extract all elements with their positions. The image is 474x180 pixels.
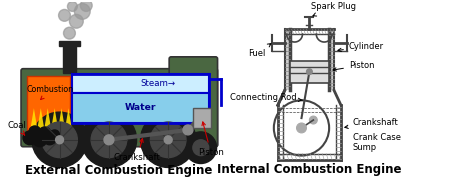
Polygon shape [51, 108, 59, 132]
Text: Fuel: Fuel [248, 44, 271, 58]
Text: Steam→: Steam→ [141, 79, 176, 88]
Circle shape [32, 112, 87, 167]
Polygon shape [37, 108, 45, 132]
Circle shape [297, 123, 306, 133]
Text: Combustion: Combustion [27, 85, 74, 100]
Text: Water: Water [125, 103, 156, 112]
Circle shape [64, 27, 75, 39]
Circle shape [33, 133, 47, 147]
Text: External Combustion Engine: External Combustion Engine [25, 164, 212, 177]
Bar [193, 108, 210, 128]
Circle shape [310, 116, 317, 124]
Circle shape [80, 0, 92, 11]
Circle shape [43, 131, 56, 145]
Bar [63, 43, 76, 73]
Text: Piston: Piston [333, 61, 374, 71]
Bar [285, 29, 290, 90]
Polygon shape [64, 108, 73, 132]
Circle shape [164, 136, 172, 144]
Circle shape [23, 131, 37, 145]
Circle shape [140, 112, 196, 167]
Text: Coal: Coal [7, 121, 26, 135]
Text: Crankshaft: Crankshaft [345, 118, 399, 129]
Polygon shape [30, 108, 38, 132]
Circle shape [81, 112, 137, 167]
Circle shape [50, 130, 60, 140]
Text: Spark Plug: Spark Plug [311, 3, 356, 16]
FancyBboxPatch shape [169, 57, 218, 147]
Polygon shape [44, 108, 52, 132]
Text: Connecting Rod: Connecting Rod [230, 93, 302, 102]
Text: Crankshaft: Crankshaft [114, 139, 161, 162]
Bar [73, 74, 209, 93]
Text: Crank Case: Crank Case [353, 133, 401, 142]
Text: Sump: Sump [353, 143, 377, 152]
Bar [27, 76, 71, 135]
Circle shape [29, 126, 41, 138]
Circle shape [39, 127, 51, 139]
Text: Cylinder: Cylinder [338, 42, 384, 52]
Bar [73, 93, 209, 123]
FancyBboxPatch shape [21, 69, 218, 147]
Circle shape [42, 122, 77, 158]
Circle shape [91, 122, 127, 158]
Circle shape [74, 3, 90, 19]
Circle shape [69, 14, 83, 28]
Circle shape [150, 122, 186, 158]
Circle shape [59, 9, 71, 21]
Circle shape [104, 135, 114, 145]
Circle shape [55, 136, 64, 144]
Text: Piston: Piston [198, 122, 224, 157]
Circle shape [193, 140, 209, 156]
Polygon shape [58, 108, 65, 132]
Text: Internal Combustion Engine: Internal Combustion Engine [217, 163, 401, 176]
Bar [290, 61, 329, 82]
Circle shape [105, 136, 113, 144]
Circle shape [67, 2, 77, 11]
Circle shape [306, 69, 312, 75]
Bar [329, 29, 334, 90]
Circle shape [185, 132, 217, 163]
Circle shape [183, 125, 193, 135]
Bar [59, 41, 80, 46]
